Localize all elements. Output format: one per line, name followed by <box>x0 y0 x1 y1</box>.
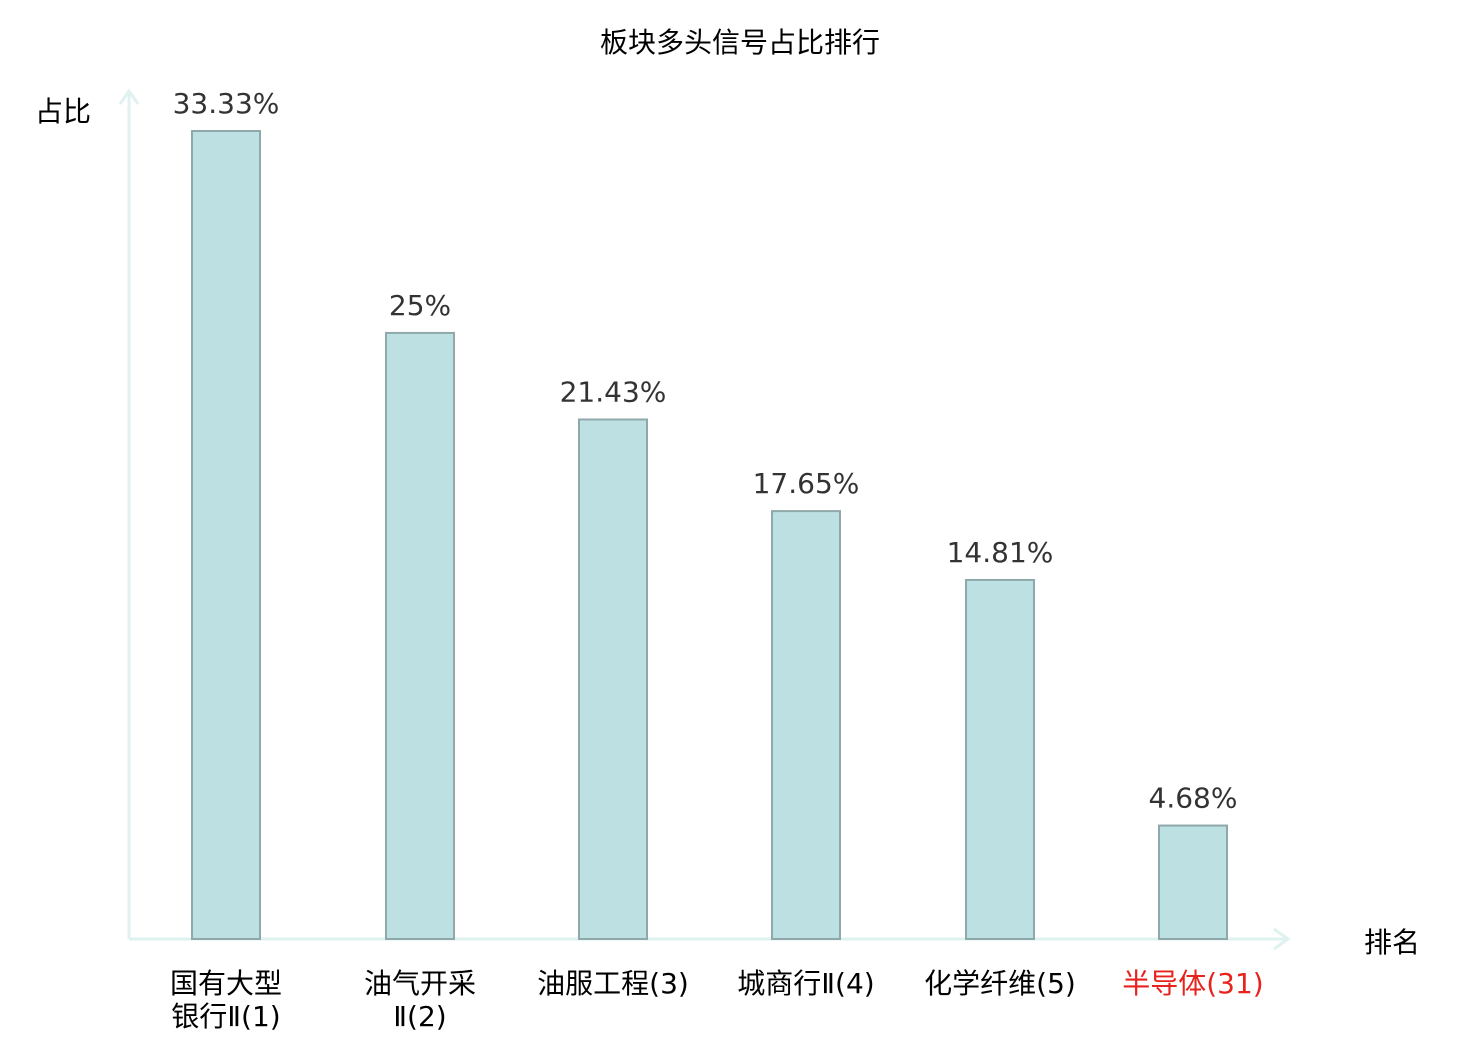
value-label: 17.65% <box>753 467 860 500</box>
x-tick-label: 银行Ⅱ(1) <box>171 1000 280 1033</box>
x-tick-label: 油气开采 <box>364 967 476 1000</box>
x-tick-label: 化学纤维(5) <box>924 967 1076 1000</box>
x-axis-arrow-icon <box>1273 927 1291 951</box>
x-tick-label: 国有大型 <box>170 967 282 1000</box>
value-label: 25% <box>389 289 451 322</box>
x-tick-label: 油服工程(3) <box>537 967 689 1000</box>
bar <box>1158 824 1228 941</box>
axes <box>118 88 1291 951</box>
x-tick-label: 城商行Ⅱ(4) <box>737 967 874 1000</box>
y-axis-label: 占比 <box>35 95 91 128</box>
bar <box>385 331 455 940</box>
value-label: 4.68% <box>1149 782 1238 815</box>
y-axis-arrow-icon <box>118 88 140 105</box>
x-tick-label: Ⅱ(2) <box>393 1000 446 1033</box>
bar <box>965 578 1035 941</box>
x-axis-label: 排名 <box>1364 926 1420 959</box>
chart-title: 板块多头信号占比排行 <box>600 26 880 59</box>
value-label: 33.33% <box>173 87 280 120</box>
bar <box>191 130 261 940</box>
x-tick-label: 半导体(31) <box>1122 967 1263 1000</box>
value-label: 21.43% <box>560 375 667 408</box>
value-label: 14.81% <box>947 536 1054 569</box>
bar <box>578 418 648 940</box>
bars <box>191 130 1228 941</box>
bar <box>771 510 841 940</box>
